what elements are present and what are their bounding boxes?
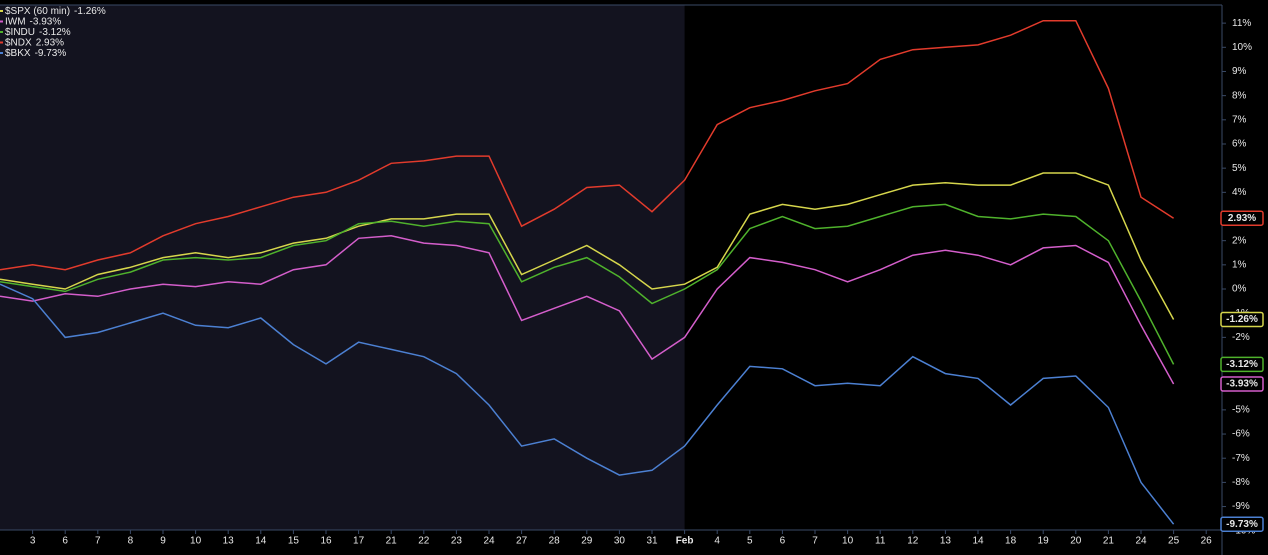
x-tick-label: 7	[95, 536, 101, 547]
x-tick-label: 16	[320, 536, 332, 547]
legend-entry: $NDX 2.93%	[5, 37, 64, 48]
y-tick-label: -2%	[1232, 332, 1250, 343]
legend-name: $BKX	[5, 48, 31, 59]
session-shade	[0, 5, 685, 530]
series-line	[0, 19, 1175, 271]
y-tick-label: 5%	[1232, 163, 1247, 174]
legend-value: -1.26%	[74, 6, 106, 17]
x-tick-label: 9	[160, 536, 166, 547]
x-tick-label: 5	[747, 536, 753, 547]
series-line	[0, 203, 1175, 365]
value-badge	[1220, 210, 1264, 226]
legend-name: $SPX (60 min)	[5, 6, 70, 17]
x-tick-label: 4	[714, 536, 720, 547]
x-tick-label: 10	[842, 536, 854, 547]
legend-name: $NDX	[5, 37, 32, 48]
legend-entry: $BKX -9.73%	[5, 48, 66, 59]
x-tick-label: 15	[288, 536, 300, 547]
x-tick-label: 21	[1103, 536, 1115, 547]
x-tick-label: 3	[30, 536, 36, 547]
y-tick-label: 9%	[1232, 66, 1247, 77]
x-tick-label: 13	[223, 536, 235, 547]
y-tick-label: -9%	[1232, 501, 1250, 512]
x-tick-label: 31	[646, 536, 658, 547]
value-badge	[1220, 516, 1264, 532]
value-badge-label: -3.93%	[1226, 379, 1258, 390]
value-badge	[1220, 356, 1264, 373]
y-tick-label: -6%	[1232, 429, 1250, 440]
series-line	[0, 283, 1175, 525]
legend-entry: IWM -3.93%	[5, 16, 61, 27]
value-badge-label: -3.12%	[1226, 359, 1258, 370]
x-tick-label: 14	[972, 536, 984, 547]
legend-name: IWM	[5, 16, 26, 27]
series-line	[0, 172, 1175, 320]
x-tick-label: 23	[451, 536, 463, 547]
y-tick-label: 0%	[1232, 284, 1247, 295]
x-tick-label: 26	[1201, 536, 1213, 547]
value-badge-label: 2.93%	[1228, 213, 1256, 224]
x-tick-label: 30	[614, 536, 626, 547]
x-tick-label: 27	[516, 536, 528, 547]
y-tick-label: -7%	[1232, 453, 1250, 464]
x-tick-label: 8	[128, 536, 134, 547]
x-tick-label: 7	[812, 536, 818, 547]
legend-value: -3.12%	[39, 27, 71, 38]
x-tick-label: Feb	[676, 536, 694, 547]
y-tick-label: 2%	[1232, 235, 1247, 246]
legend-entry: $SPX (60 min) -1.26%	[5, 6, 106, 17]
x-tick-label: 10	[190, 536, 202, 547]
series-line	[0, 235, 1175, 385]
x-tick-label: 28	[549, 536, 561, 547]
x-tick-label: 21	[386, 536, 398, 547]
legend-value: -3.93%	[30, 16, 62, 27]
y-tick-label: 1%	[1232, 259, 1247, 270]
y-tick-label: 8%	[1232, 90, 1247, 101]
x-tick-label: 19	[1038, 536, 1050, 547]
y-tick-label: 10%	[1232, 42, 1252, 53]
y-tick-label: 4%	[1232, 187, 1247, 198]
x-tick-label: 20	[1070, 536, 1082, 547]
value-badge-label: -9.73%	[1226, 519, 1258, 530]
value-badge	[1220, 376, 1264, 392]
y-tick-label: 11%	[1232, 18, 1251, 29]
x-tick-label: 24	[483, 536, 495, 547]
value-badge-label: -1.26%	[1226, 314, 1258, 325]
legend-value: -9.73%	[35, 48, 67, 59]
x-tick-label: 6	[62, 536, 68, 547]
y-tick-label: -8%	[1232, 477, 1250, 488]
x-tick-label: 14	[255, 536, 267, 547]
x-tick-label: 12	[907, 536, 919, 547]
y-tick-label: 6%	[1232, 139, 1247, 150]
y-tick-label: 7%	[1232, 114, 1247, 125]
x-tick-label: 6	[780, 536, 786, 547]
legend-entry: $INDU -3.12%	[5, 27, 71, 38]
legend-value: 2.93%	[36, 37, 64, 48]
value-badge	[1220, 311, 1264, 328]
x-tick-label: 22	[418, 536, 430, 547]
y-tick-label: -5%	[1232, 405, 1250, 416]
x-tick-label: 11	[875, 536, 886, 547]
x-tick-label: 29	[581, 536, 593, 547]
x-tick-label: 18	[1005, 536, 1017, 547]
x-tick-label: 24	[1135, 536, 1147, 547]
x-tick-label: 25	[1168, 536, 1180, 547]
x-tick-label: 17	[353, 536, 365, 547]
legend-name: $INDU	[5, 27, 35, 38]
x-tick-label: 13	[940, 536, 952, 547]
